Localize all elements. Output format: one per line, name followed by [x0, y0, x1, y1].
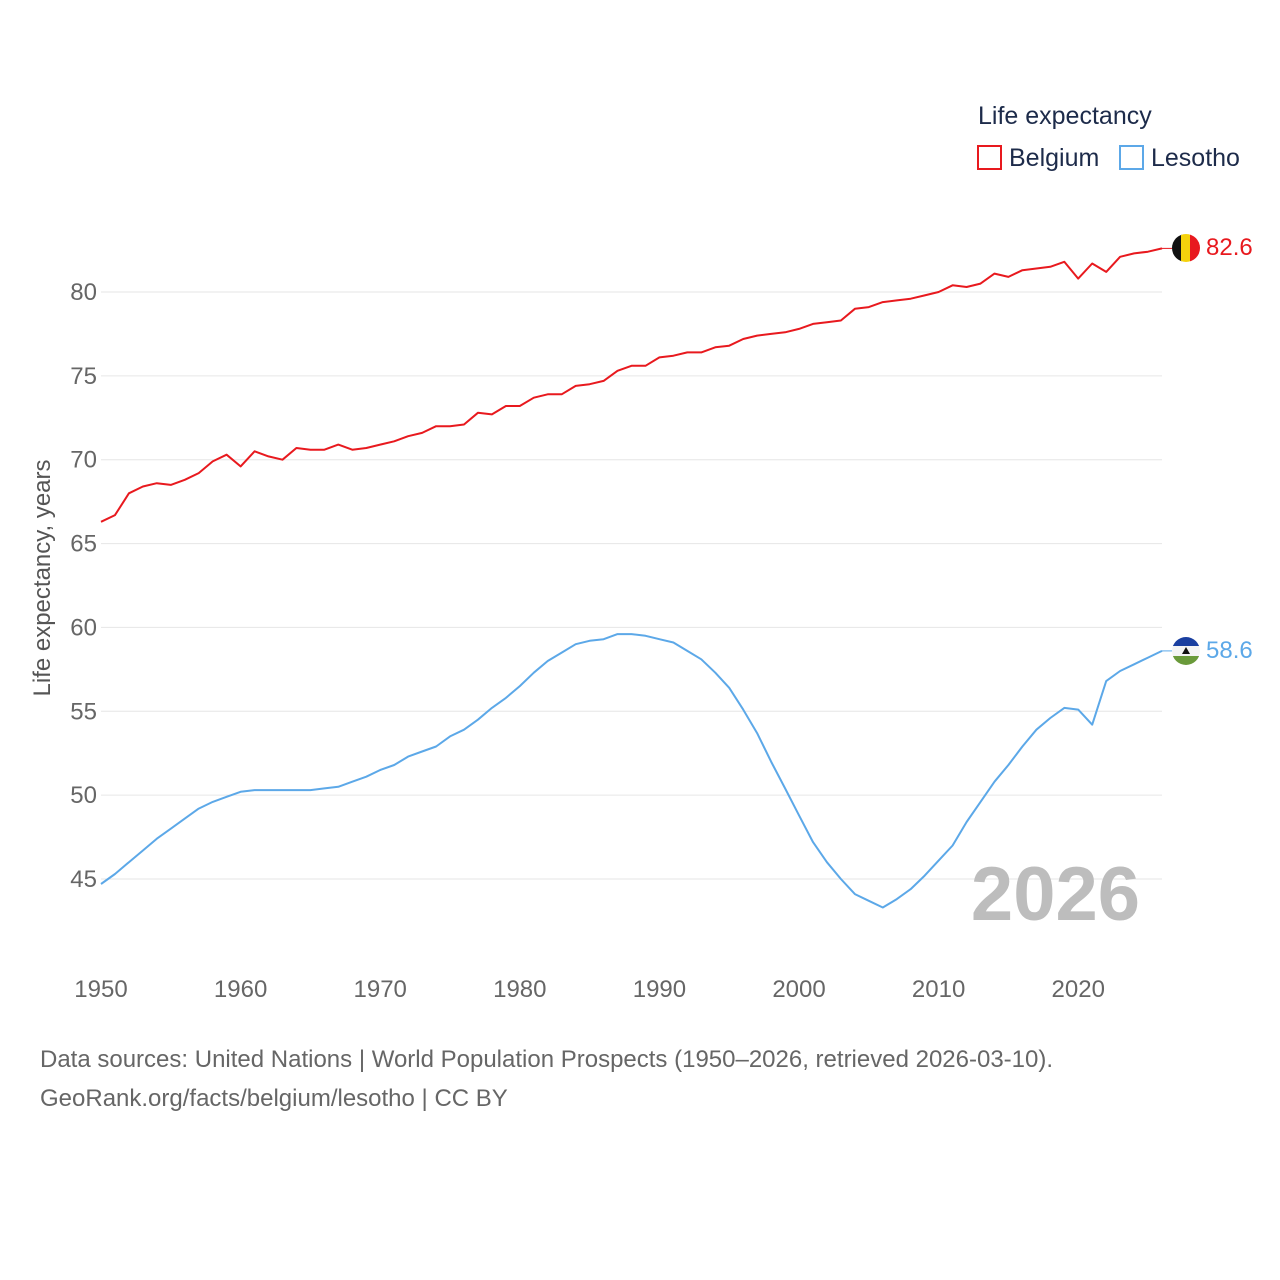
life-expectancy-chart: 45 50 55 60 65 70 75 80 1950 1960 1970 1980 1990 200… — [29, 102, 1253, 1003]
y-tick-label-45: 45 — [70, 866, 97, 893]
current-year-watermark: 2026 — [971, 852, 1140, 937]
legend-item-belgium[interactable]: Belgium — [977, 144, 1099, 172]
series-line-belgium[interactable] — [100, 247, 1163, 523]
legend-label-belgium: Belgium — [1009, 144, 1099, 172]
attribution-link[interactable]: GeoRank.org/facts/belgium/lesotho | CC B… — [40, 1085, 508, 1112]
x-axis-ticks: 1950 1960 1970 1980 1990 2000 2010 2020 — [74, 976, 1105, 1003]
x-tick-label-1980: 1980 — [493, 976, 546, 1003]
y-tick-label-60: 60 — [70, 614, 97, 641]
series-lines — [100, 247, 1172, 909]
data-sources-note: Data sources: United Nations | World Pop… — [40, 1046, 1054, 1073]
x-tick-label-2020: 2020 — [1052, 976, 1105, 1003]
legend-label-lesotho: Lesotho — [1151, 144, 1240, 172]
belgium-flag-icon — [1172, 234, 1200, 262]
legend-title: Life expectancy — [978, 102, 1152, 130]
x-tick-label-2010: 2010 — [912, 976, 965, 1003]
x-tick-label-2000: 2000 — [772, 976, 825, 1003]
y-axis-label: Life expectancy, years — [29, 459, 56, 696]
lesotho-end-value: 58.6 — [1206, 637, 1253, 664]
y-tick-label-70: 70 — [70, 447, 97, 474]
lesotho-flag-icon — [1172, 637, 1200, 665]
legend-swatch-lesotho — [1119, 145, 1144, 170]
legend-item-lesotho[interactable]: Lesotho — [1119, 144, 1240, 172]
y-tick-label-75: 75 — [70, 363, 97, 390]
legend-swatch-belgium — [977, 145, 1002, 170]
legend: Life expectancy Belgium Lesotho — [977, 102, 1240, 172]
y-axis-ticks: 45 50 55 60 65 70 75 80 — [70, 279, 97, 893]
y-tick-label-80: 80 — [70, 279, 97, 306]
y-tick-label-55: 55 — [70, 698, 97, 725]
x-tick-label-1990: 1990 — [633, 976, 686, 1003]
series-line-lesotho[interactable] — [100, 633, 1163, 909]
x-tick-label-1950: 1950 — [74, 976, 127, 1003]
gridlines — [101, 291, 1162, 880]
y-tick-label-50: 50 — [70, 782, 97, 809]
belgium-end-value: 82.6 — [1206, 234, 1253, 261]
x-tick-label-1960: 1960 — [214, 976, 267, 1003]
x-tick-label-1970: 1970 — [354, 976, 407, 1003]
y-tick-label-65: 65 — [70, 531, 97, 558]
